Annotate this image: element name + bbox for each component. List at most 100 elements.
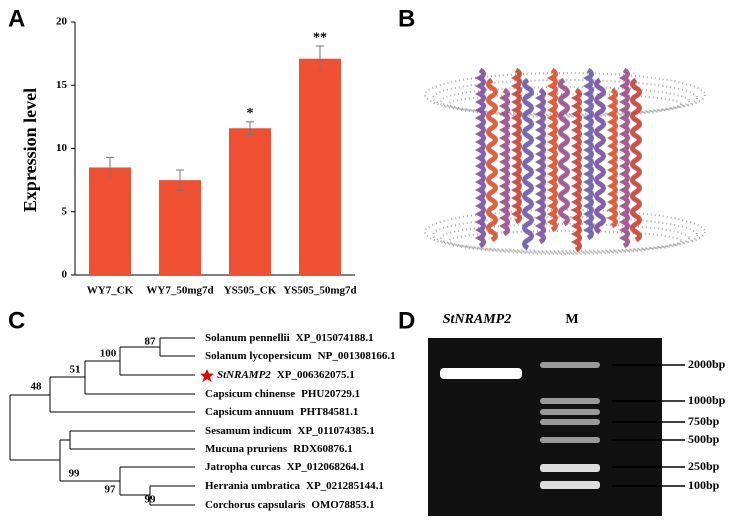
marker-label: 500bp (688, 432, 720, 446)
species: Mucuna pruriens (205, 443, 288, 455)
branch (149, 485, 195, 506)
y-tick-label: 20 (56, 16, 68, 28)
lane-label: StNRAMP2 (443, 312, 511, 327)
membrane (440, 86, 690, 116)
panel-label: A (8, 5, 25, 32)
accession: XP_011074385.1 (298, 425, 375, 437)
taxon-label: Corchorus capsularis OMO78853.1 (205, 499, 375, 511)
panel-label: B (398, 5, 415, 32)
branch (59, 439, 120, 482)
bootstrap: 48 (31, 381, 43, 393)
x-tick-label: YS505_CK (224, 285, 277, 297)
bar (89, 167, 131, 275)
helix (546, 67, 558, 233)
taxon-label: Sesamum indicum XP_011074385.1 (205, 425, 375, 437)
bootstrap: 51 (70, 364, 81, 376)
error-bar (316, 45, 324, 72)
lane-label: M (565, 312, 578, 327)
bar (229, 128, 271, 275)
bootstrap: 87 (145, 336, 157, 348)
accession: XP_006362075.1 (277, 369, 355, 381)
membrane (440, 223, 690, 253)
helix (582, 67, 594, 241)
marker-label: 750bp (688, 414, 720, 428)
branch (159, 337, 195, 357)
band (440, 368, 522, 379)
helix (522, 77, 534, 251)
helix (594, 77, 606, 235)
branch (84, 360, 195, 395)
branch (9, 394, 60, 461)
bar (299, 58, 341, 276)
helix (474, 67, 486, 249)
band (540, 409, 600, 415)
species: Capsicum chinense (205, 388, 295, 400)
band (540, 437, 600, 443)
branch (119, 466, 195, 496)
bootstrap: 99 (145, 494, 157, 506)
bootstrap: 97 (105, 484, 117, 496)
helix (510, 67, 522, 225)
bar (159, 180, 201, 275)
band (540, 362, 600, 368)
membrane (432, 79, 698, 117)
marker-label: 100bp (688, 478, 720, 492)
species: Solanum pennellii (205, 332, 290, 344)
marker-label: 1000bp (688, 393, 726, 407)
accession: XP_021285144.1 (306, 480, 384, 492)
accession: XP_012068264.1 (287, 461, 365, 473)
species: Sesamum indicum (205, 425, 292, 437)
species: StNRAMP2 (217, 369, 271, 381)
taxon-label: StNRAMP2 XP_006362075.1 (217, 369, 355, 381)
taxon-label: Solanum lycopersicum NP_001308166.1 (205, 350, 396, 362)
taxon-label: Solanum pennellii XP_015074188.1 (205, 332, 374, 344)
helix (618, 67, 630, 249)
membrane (424, 209, 706, 255)
accession: RDX60876.1 (293, 443, 353, 455)
band (540, 398, 600, 404)
taxon-label: Mucuna pruriens RDX60876.1 (205, 443, 353, 455)
taxon-label: Capsicum annuum PHT84581.1 (205, 406, 358, 418)
y-tick-label: 5 (62, 205, 68, 217)
band (540, 419, 600, 425)
membrane (448, 93, 682, 115)
y-tick-label: 10 (56, 142, 68, 154)
helix (498, 87, 510, 237)
taxon-label: Capsicum chinense PHU20729.1 (205, 388, 360, 400)
band (540, 481, 600, 489)
bootstrap: 99 (69, 468, 81, 480)
species: Jatropha curcas (205, 461, 281, 473)
error-bar (176, 169, 184, 191)
branch (69, 430, 195, 450)
species: Capsicum annuum (205, 406, 294, 418)
branch (119, 346, 195, 376)
bootstrap: 100 (100, 348, 117, 360)
significance: * (247, 106, 254, 121)
marker-label: 2000bp (688, 357, 726, 371)
band (540, 464, 600, 472)
significance: ** (313, 30, 327, 45)
helix (486, 77, 498, 243)
accession: PHU20729.1 (301, 388, 360, 400)
accession: OMO78853.1 (311, 499, 374, 511)
helix (558, 77, 570, 227)
marker-label: 250bp (688, 459, 720, 473)
star (200, 369, 214, 382)
helix (534, 87, 546, 245)
helix (630, 77, 642, 243)
error-bar (106, 156, 114, 179)
x-tick-label: WY7_CK (87, 285, 134, 297)
helix (570, 87, 582, 253)
x-tick-label: WY7_50mg7d (146, 285, 213, 297)
accession: NP_001308166.1 (318, 350, 396, 362)
species: Corchorus capsularis (205, 499, 306, 511)
error-bar (246, 121, 254, 136)
taxon-label: Herrania umbratica XP_021285144.1 (205, 480, 384, 492)
y-tick-label: 15 (56, 79, 68, 91)
tree (9, 337, 195, 506)
x-tick-label: YS505_50mg7d (283, 285, 356, 297)
species: Herrania umbratica (205, 480, 301, 492)
membrane (432, 216, 698, 254)
species: Solanum lycopersicum (205, 350, 312, 362)
